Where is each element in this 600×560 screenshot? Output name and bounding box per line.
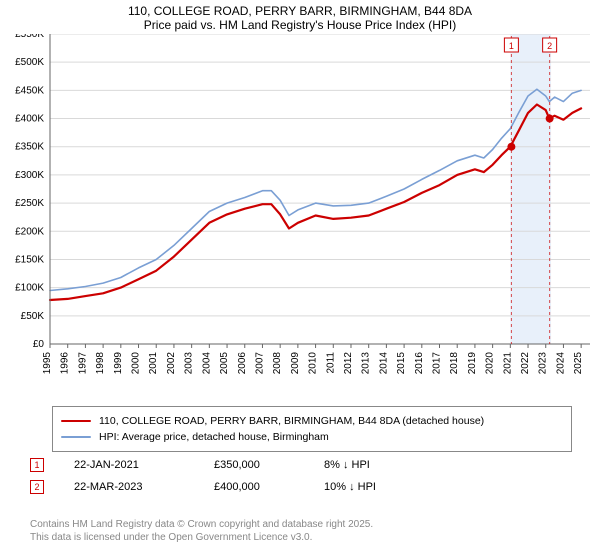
svg-text:2001: 2001 xyxy=(148,352,159,375)
marker-delta: 10% ↓ HPI xyxy=(324,481,414,493)
svg-text:2002: 2002 xyxy=(166,352,177,375)
svg-text:£50K: £50K xyxy=(21,311,45,322)
marker-badge: 2 xyxy=(30,480,44,494)
svg-text:£250K: £250K xyxy=(15,198,44,209)
marker-row: 1 22-JAN-2021 £350,000 8% ↓ HPI xyxy=(30,454,414,476)
svg-text:£400K: £400K xyxy=(15,114,44,125)
chart-area: £0 £50K £100K £150K £200K £250K £300K £350K £400… xyxy=(0,34,600,394)
svg-text:2011: 2011 xyxy=(325,352,336,374)
svg-text:2022: 2022 xyxy=(520,352,531,375)
svg-text:2023: 2023 xyxy=(538,352,549,375)
svg-text:2008: 2008 xyxy=(272,352,283,375)
svg-text:2018: 2018 xyxy=(449,352,460,375)
svg-text:1: 1 xyxy=(509,41,514,51)
legend-label: HPI: Average price, detached house, Birm… xyxy=(99,431,329,443)
svg-text:2021: 2021 xyxy=(502,352,513,375)
svg-text:2010: 2010 xyxy=(308,352,319,375)
svg-text:2014: 2014 xyxy=(378,352,389,375)
title-line-2: Price paid vs. HM Land Registry's House … xyxy=(0,18,600,32)
svg-text:£300K: £300K xyxy=(15,170,44,181)
svg-text:£200K: £200K xyxy=(15,226,44,237)
svg-text:2004: 2004 xyxy=(201,352,212,375)
svg-text:£500K: £500K xyxy=(15,57,44,68)
svg-text:1996: 1996 xyxy=(60,352,71,375)
marker-table: 1 22-JAN-2021 £350,000 8% ↓ HPI 2 22-MAR… xyxy=(30,454,414,498)
svg-text:2000: 2000 xyxy=(131,352,142,375)
svg-text:2020: 2020 xyxy=(485,352,496,375)
svg-text:2016: 2016 xyxy=(414,352,425,375)
svg-text:£100K: £100K xyxy=(15,283,44,294)
marker-price: £350,000 xyxy=(214,459,294,471)
svg-text:£150K: £150K xyxy=(15,254,44,265)
chart-titles: 110, COLLEGE ROAD, PERRY BARR, BIRMINGHA… xyxy=(0,0,600,32)
svg-text:1999: 1999 xyxy=(113,352,124,375)
svg-text:£350K: £350K xyxy=(15,142,44,153)
svg-text:2024: 2024 xyxy=(555,352,566,375)
svg-text:2019: 2019 xyxy=(467,352,478,375)
svg-text:2013: 2013 xyxy=(361,352,372,375)
legend-row: HPI: Average price, detached house, Birm… xyxy=(61,429,563,445)
svg-text:2003: 2003 xyxy=(184,352,195,375)
svg-text:2009: 2009 xyxy=(290,352,301,375)
legend-swatch xyxy=(61,420,91,422)
footer-line-1: Contains HM Land Registry data © Crown c… xyxy=(30,518,373,531)
svg-text:1998: 1998 xyxy=(95,352,106,375)
marker-delta: 8% ↓ HPI xyxy=(324,459,414,471)
footer: Contains HM Land Registry data © Crown c… xyxy=(30,518,373,544)
legend-swatch xyxy=(61,436,91,438)
marker-date: 22-JAN-2021 xyxy=(74,459,184,471)
svg-text:£0: £0 xyxy=(33,339,45,350)
svg-text:2: 2 xyxy=(547,41,552,51)
svg-text:2006: 2006 xyxy=(237,352,248,375)
title-line-1: 110, COLLEGE ROAD, PERRY BARR, BIRMINGHA… xyxy=(0,4,600,18)
marker-row: 2 22-MAR-2023 £400,000 10% ↓ HPI xyxy=(30,476,414,498)
svg-text:1997: 1997 xyxy=(77,352,88,375)
marker-badge: 1 xyxy=(30,458,44,472)
svg-text:2012: 2012 xyxy=(343,352,354,375)
legend-label: 110, COLLEGE ROAD, PERRY BARR, BIRMINGHA… xyxy=(99,415,484,427)
svg-text:2025: 2025 xyxy=(573,352,584,375)
marker-date: 22-MAR-2023 xyxy=(74,481,184,493)
svg-text:£450K: £450K xyxy=(15,85,44,96)
svg-text:£550K: £550K xyxy=(15,34,44,40)
svg-text:2017: 2017 xyxy=(432,352,443,375)
footer-line-2: This data is licensed under the Open Gov… xyxy=(30,531,373,544)
legend-row: 110, COLLEGE ROAD, PERRY BARR, BIRMINGHA… xyxy=(61,413,563,429)
svg-text:2005: 2005 xyxy=(219,352,230,375)
marker-price: £400,000 xyxy=(214,481,294,493)
legend: 110, COLLEGE ROAD, PERRY BARR, BIRMINGHA… xyxy=(52,406,572,452)
svg-text:2007: 2007 xyxy=(254,352,265,375)
svg-text:2015: 2015 xyxy=(396,352,407,375)
chart-svg: £0 £50K £100K £150K £200K £250K £300K £350K £400… xyxy=(0,34,600,394)
svg-text:1995: 1995 xyxy=(42,352,53,375)
